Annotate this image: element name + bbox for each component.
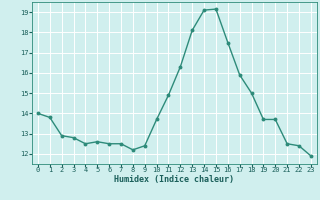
X-axis label: Humidex (Indice chaleur): Humidex (Indice chaleur) <box>115 175 234 184</box>
